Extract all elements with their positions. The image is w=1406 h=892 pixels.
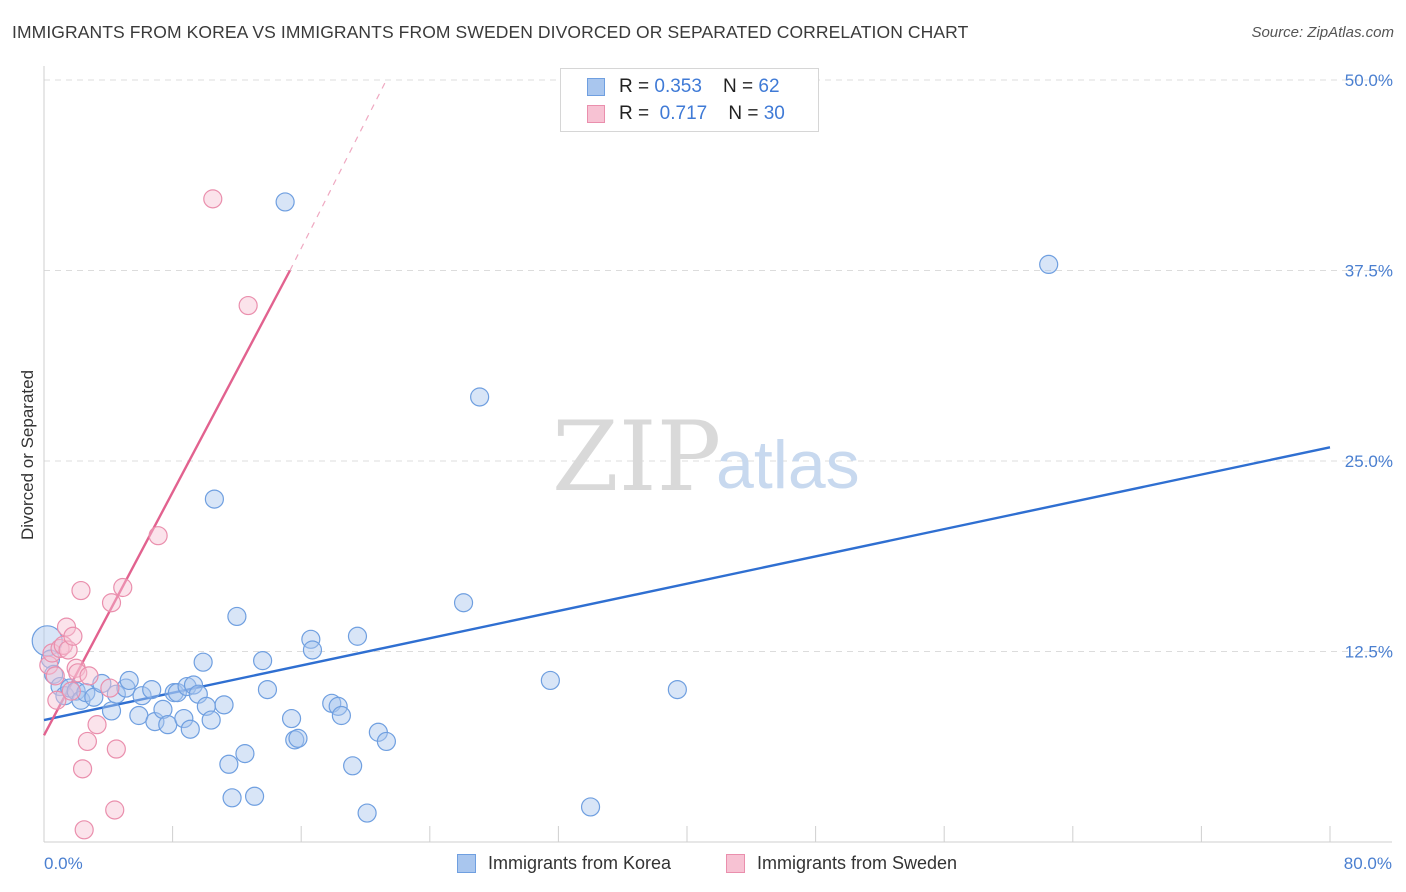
korea-point: [470, 387, 490, 407]
tick-labels: 12.5% 25.0% 37.5% 50.0% 0.0% 80.0%: [44, 71, 1393, 873]
r-value: 0.353: [654, 76, 702, 97]
korea-point: [183, 675, 204, 695]
sweden-point: [39, 655, 59, 675]
korea-point: [177, 676, 197, 697]
watermark-zip: ZIP: [552, 401, 721, 513]
sweden-point: [148, 526, 168, 546]
trend-line: [42, 269, 292, 736]
data-points: [31, 189, 1059, 840]
r-label: R =: [619, 76, 655, 97]
sweden-point: [106, 739, 126, 759]
korea-point: [302, 640, 323, 660]
korea-point: [244, 786, 265, 806]
korea-point: [253, 651, 273, 671]
korea-point: [343, 756, 363, 776]
sweden-point: [100, 678, 120, 698]
sweden-point: [63, 626, 83, 646]
korea-point: [285, 730, 305, 750]
trend-line: [43, 446, 1331, 722]
y-tick-label: 12.5%: [1345, 643, 1393, 662]
y-tick-label: 50.0%: [1345, 71, 1393, 90]
korea-point: [193, 652, 213, 672]
korea-point: [204, 489, 224, 509]
r-label: R =: [619, 103, 655, 124]
korea-point: [158, 715, 178, 735]
x-tick-label: 80.0%: [1344, 854, 1392, 873]
korea-point: [453, 593, 474, 613]
stats-legend: R = 0.353 N = 62 R = 0.717 N = 30: [560, 68, 819, 132]
korea-point: [180, 719, 200, 739]
sweden-point: [238, 295, 258, 316]
sweden-point: [68, 663, 88, 683]
korea-point: [219, 754, 239, 774]
watermark-atlas: atlas: [716, 427, 860, 503]
korea-point: [347, 626, 368, 646]
korea-point: [540, 670, 560, 691]
sweden-point: [61, 681, 81, 701]
korea-point: [235, 744, 255, 764]
watermark: ZIP atlas: [552, 401, 860, 513]
bottom-legend-swatch-sweden: [726, 854, 745, 873]
trend-lines: [42, 79, 1331, 736]
chart-title: IMMIGRANTS FROM KOREA VS IMMIGRANTS FROM…: [12, 22, 969, 42]
sweden-point: [74, 820, 94, 840]
sweden-point: [71, 580, 91, 601]
korea-point: [227, 606, 247, 627]
gridlines: [44, 79, 1392, 652]
y-tick-label: 25.0%: [1345, 452, 1393, 471]
korea-point: [129, 705, 149, 726]
korea-point: [167, 683, 188, 703]
sweden-point: [203, 189, 223, 209]
korea-point: [281, 708, 302, 729]
korea-point: [257, 679, 278, 700]
korea-point: [174, 708, 194, 729]
x-tick-label: 0.0%: [44, 854, 83, 873]
korea-point: [275, 192, 295, 212]
korea-point: [132, 686, 152, 706]
n-value: 30: [763, 103, 785, 124]
sweden-point: [45, 666, 65, 686]
n-label: N =: [723, 76, 759, 97]
bottom-legend-label-sweden: Immigrants from Sweden: [757, 853, 958, 873]
korea-point: [201, 710, 221, 730]
n-value: 62: [758, 76, 780, 97]
korea-point: [222, 788, 242, 808]
sweden-point: [101, 593, 122, 613]
korea-point: [376, 731, 396, 752]
bottom-legend-swatch-korea: [457, 854, 476, 873]
trend-line-extension: [289, 79, 387, 271]
axes: [43, 66, 1392, 843]
korea-point: [331, 705, 351, 726]
korea-point: [667, 679, 687, 700]
korea-point: [288, 728, 308, 748]
n-label: N =: [728, 103, 764, 124]
sweden-point: [79, 666, 99, 686]
sweden-point: [50, 638, 70, 659]
korea-point: [153, 699, 173, 720]
bottom-legend-label-korea: Immigrants from Korea: [488, 853, 672, 873]
source-label: Source: ZipAtlas.com: [1251, 24, 1394, 41]
korea-point: [357, 803, 377, 823]
korea-point: [580, 797, 601, 817]
sweden-point: [105, 800, 125, 820]
sweden-point: [87, 715, 107, 735]
sweden-point: [47, 690, 67, 710]
sweden-point: [113, 577, 133, 598]
korea-point: [214, 695, 234, 715]
legend-swatch-sweden: [587, 105, 605, 123]
legend-swatch-korea: [587, 78, 605, 96]
korea-point: [142, 679, 162, 700]
r-value: 0.717: [659, 103, 708, 124]
sweden-point: [72, 759, 93, 779]
korea-point: [101, 701, 122, 721]
korea-point: [1039, 254, 1059, 275]
sweden-point: [77, 731, 98, 752]
korea-point: [119, 670, 139, 691]
y-tick-label: 37.5%: [1345, 262, 1393, 281]
